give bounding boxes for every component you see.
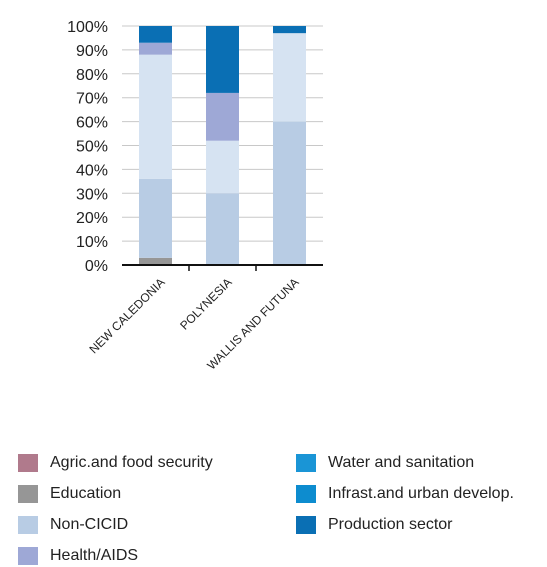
legend-label: Production sector [328,516,453,533]
bar-segment [273,121,306,265]
y-tick-label: 60% [76,115,108,132]
legend-item-water: Water and sanitation [296,452,474,474]
legend-swatch [18,485,38,503]
bar-segment [139,257,172,265]
bar-segment [273,33,306,122]
x-tick-label: NEW CALEDONIA [87,275,168,356]
legend-swatch [296,485,316,503]
bar-segment [206,26,239,93]
bar-segment [139,42,172,55]
legend-item-education: Education [18,483,121,505]
x-tick-label: POLYNESIA [177,275,234,332]
y-tick-label: 20% [76,210,108,227]
legend-label: Water and sanitation [328,454,475,471]
bar-segment [273,26,306,34]
x-axis [122,264,323,271]
legend-item-non-cicid: Non-CICID [18,514,128,536]
y-tick-label: 50% [76,139,108,156]
legend-label: Education [50,485,122,502]
bars [139,26,306,265]
legend-item-agric: Agric.and food security [18,452,213,474]
y-tick-label: 10% [76,234,108,251]
bar-segment [139,26,172,43]
y-tick-label: 90% [76,43,108,60]
y-tick-label: 30% [76,186,108,203]
legend-swatch [18,547,38,565]
legend-swatch [18,516,38,534]
y-tick-label: 70% [76,91,108,108]
legend-label: Agric.and food security [50,454,213,471]
legend-label: Health/AIDS [50,547,139,564]
legend-item-production: Production sector [296,514,453,536]
stacked-bar-chart: 0% 10% 20% 30% 40% 50% 60% 70% 80% 90% 100% NEW CA… [67,19,323,373]
legend-item-infrast: Infrast.and urban develop. [296,483,514,505]
legend-swatch [18,454,38,472]
legend: Agric.and food security Education Non-CI… [18,448,543,565]
legend-swatch [296,454,316,472]
legend-swatch [296,516,316,534]
y-tick-label: 100% [67,19,108,36]
bar-segment [206,140,239,194]
y-axis-ticks: 0% 10% 20% 30% 40% 50% 60% 70% 80% 90% 100% [67,19,108,275]
y-tick-label: 40% [76,162,108,179]
legend-label: Infrast.and urban develop. [328,485,514,502]
bar-segment [139,178,172,258]
y-tick-label: 0% [85,258,108,275]
bar-segment [139,54,172,179]
y-tick-label: 80% [76,67,108,84]
bar-segment [206,92,239,141]
legend-label: Non-CICID [50,516,129,533]
bar-segment [206,193,239,265]
legend-item-health: Health/AIDS [18,545,138,567]
